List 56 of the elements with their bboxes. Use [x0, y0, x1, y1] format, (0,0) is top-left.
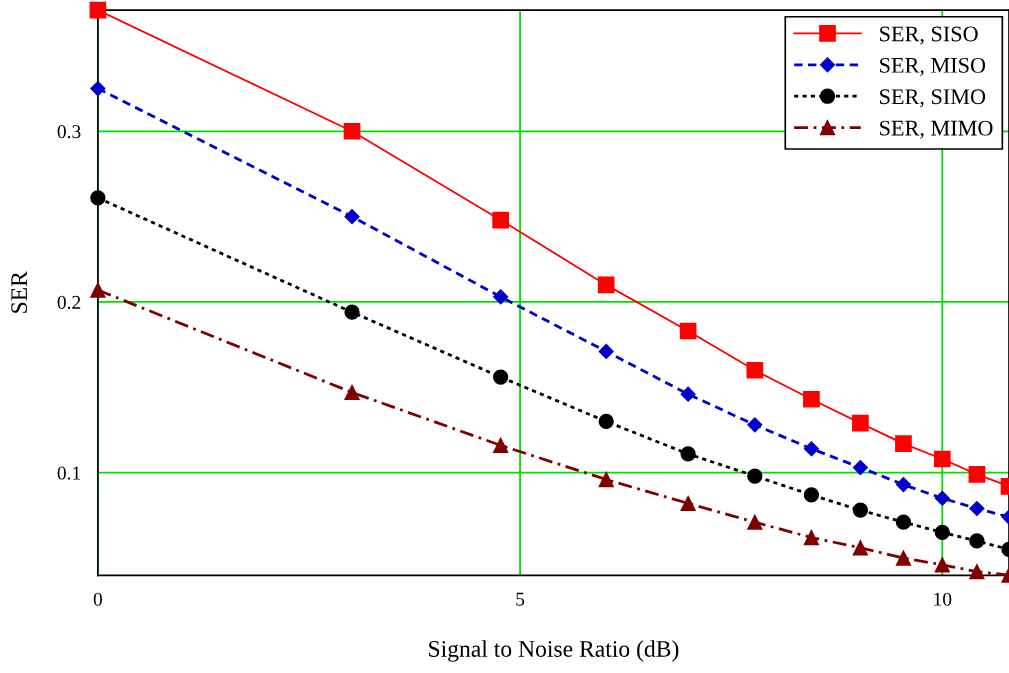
point [493, 369, 509, 385]
point [344, 384, 360, 401]
point [933, 450, 951, 468]
point [852, 459, 868, 476]
point [680, 495, 696, 512]
point [89, 1, 107, 19]
point [895, 514, 912, 530]
point [343, 122, 361, 140]
point [969, 533, 985, 549]
x-tick-label: 0 [93, 592, 102, 606]
point [746, 361, 764, 379]
point [803, 441, 819, 457]
point [803, 529, 820, 546]
y-axis-title: SER [11, 271, 28, 313]
point [934, 490, 950, 506]
x-tick-label: 5 [516, 592, 525, 606]
point [597, 276, 615, 294]
point [680, 446, 696, 462]
point [90, 81, 106, 97]
point [895, 550, 912, 566]
point [493, 437, 509, 453]
point [598, 471, 614, 488]
point [747, 468, 763, 484]
point [747, 514, 763, 530]
point [852, 540, 869, 556]
legend-label: SER, MIMO [880, 120, 993, 139]
point [598, 413, 614, 430]
point [968, 466, 986, 483]
y-tick-label: 0.1 [57, 466, 81, 480]
point [679, 322, 697, 340]
point [90, 282, 106, 298]
point [934, 524, 950, 541]
point [344, 304, 360, 320]
legend-label: SER, SIMO [880, 89, 986, 108]
point [969, 500, 985, 517]
point [90, 190, 106, 206]
point [344, 209, 360, 225]
point [852, 414, 869, 432]
point [493, 289, 509, 305]
point [934, 557, 950, 573]
y-tick-label: 0.2 [57, 295, 81, 309]
point [969, 564, 985, 580]
point [852, 502, 869, 518]
point [803, 390, 820, 408]
point [895, 477, 912, 493]
point [803, 487, 820, 503]
x-tick-label: 10 [934, 592, 952, 606]
point [895, 435, 912, 452]
legend-label: SER, SISO [880, 26, 978, 45]
legend-label: SER, MISO [880, 57, 986, 77]
point [747, 417, 763, 433]
point [598, 343, 614, 360]
point [680, 386, 696, 402]
point [492, 211, 509, 229]
y-tick-label: 0.3 [57, 125, 81, 139]
x-axis-title: Signal to Noise Ratio (dB) [429, 640, 679, 662]
